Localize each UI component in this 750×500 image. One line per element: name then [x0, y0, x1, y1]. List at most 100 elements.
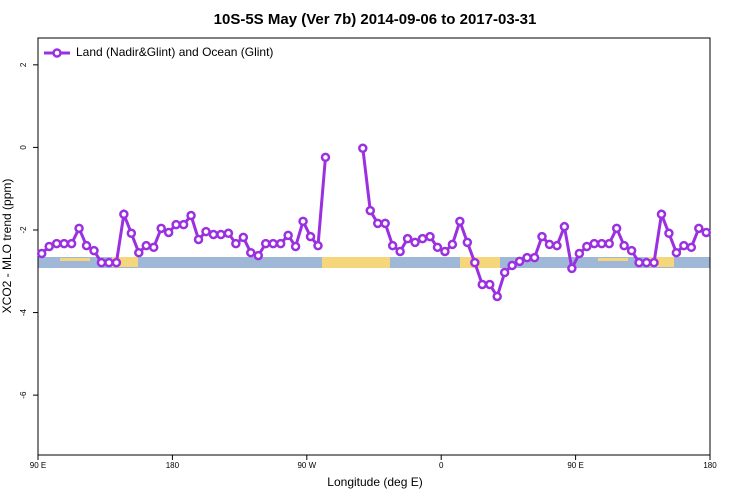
data-point [320, 152, 331, 163]
data-point [66, 238, 77, 249]
land-ocean-strip [38, 257, 710, 268]
data-point [417, 233, 428, 244]
data-point [611, 223, 622, 234]
data-point [484, 279, 495, 290]
data-point [208, 229, 219, 240]
data-point [410, 237, 420, 248]
data-point [178, 219, 189, 230]
data-point [477, 279, 488, 290]
data-point [641, 257, 652, 268]
data-point [305, 231, 316, 242]
y-axis-label: XCO2 - MLO trend (ppm) [0, 179, 14, 314]
data-point [253, 250, 264, 261]
x-tick-label: 90 E [567, 461, 583, 470]
data-point [96, 257, 107, 268]
data-point [656, 209, 667, 220]
data-point [358, 143, 368, 153]
data-point [634, 257, 644, 268]
data-point [402, 233, 413, 244]
data-point [679, 240, 689, 251]
data-point [492, 291, 502, 302]
data-point [529, 252, 540, 263]
x-tick-label: 90 E [30, 461, 46, 470]
data-point [141, 240, 152, 251]
data-point [163, 227, 174, 238]
data-point [44, 241, 54, 252]
data-point [432, 242, 443, 253]
data-point [440, 246, 450, 257]
data-point [372, 218, 383, 229]
data-point [89, 245, 99, 256]
data-point [395, 246, 405, 257]
data-point [596, 238, 607, 249]
data-point [425, 231, 435, 242]
data-point [111, 257, 122, 268]
data-point [59, 238, 69, 249]
legend-marker [52, 48, 62, 58]
data-point [582, 241, 592, 252]
chart-title: 10S-5S May (Ver 7b) 2014-09-06 to 2017-0… [214, 11, 537, 28]
data-point [559, 221, 570, 232]
data-point [148, 242, 159, 253]
data-point [231, 238, 241, 249]
data-point [74, 223, 84, 234]
x-axis-label: Longitude (deg E) [327, 475, 422, 489]
data-point [470, 257, 480, 268]
data-point [119, 209, 129, 220]
data-point [246, 247, 256, 258]
data-point [134, 247, 144, 258]
data-point [290, 241, 301, 252]
data-point [156, 223, 166, 234]
data-point [552, 240, 562, 251]
data-point [686, 242, 697, 253]
data-point [574, 248, 585, 259]
y-tick-label: 2 [19, 62, 28, 67]
data-point [694, 223, 704, 234]
data-point [701, 227, 712, 238]
data-point [626, 245, 637, 256]
data-point [275, 238, 286, 249]
x-tick-label: 0 [439, 461, 444, 470]
x-tick-label: 180 [166, 461, 180, 470]
y-tick-label: -2 [19, 226, 28, 234]
x-tick-label: 180 [703, 461, 717, 470]
data-point [193, 234, 204, 245]
data-point [283, 230, 293, 241]
data-point [51, 238, 62, 249]
data-point [455, 216, 465, 227]
data-point [36, 248, 47, 259]
data-point [589, 238, 600, 249]
data-point [514, 256, 525, 267]
x-tick-label: 90 W [297, 461, 316, 470]
data-point [462, 237, 473, 248]
data-point [81, 240, 92, 251]
data-point [201, 226, 211, 237]
data-point [619, 240, 629, 251]
data-point [537, 231, 547, 242]
y-tick-label: -4 [19, 308, 28, 316]
data-point [664, 228, 674, 239]
plot-frame [37, 37, 711, 456]
data-point [649, 257, 659, 268]
data-point [507, 260, 517, 271]
data-point [298, 216, 308, 227]
data-point [544, 239, 555, 250]
data-point [604, 238, 614, 249]
data-point [216, 229, 226, 240]
data-point [313, 240, 323, 251]
legend-label: Land (Nadir&Glint) and Ocean (Glint) [76, 45, 273, 59]
data-point [522, 252, 532, 263]
data-point [104, 257, 114, 268]
data-point [126, 228, 137, 239]
data-point [499, 267, 510, 278]
data-point [380, 218, 390, 229]
data-point [365, 205, 376, 216]
data-point [260, 238, 271, 249]
y-tick-label: 0 [19, 145, 28, 150]
data-point [671, 247, 682, 258]
data-point [447, 239, 458, 250]
data-point [238, 232, 249, 243]
data-point [186, 210, 196, 221]
data-point [268, 238, 278, 249]
